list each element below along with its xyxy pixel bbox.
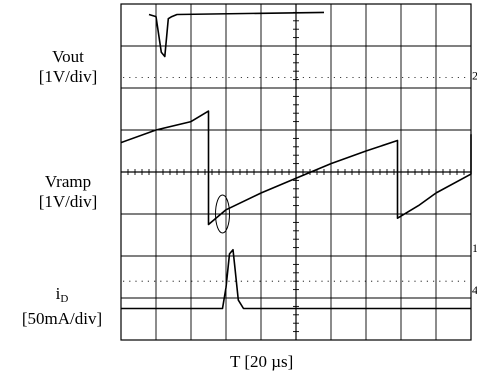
channel-marker-2: 2 bbox=[472, 69, 477, 83]
channel-marker-1: 1 bbox=[472, 241, 477, 255]
id-trace bbox=[121, 248, 471, 310]
vramp-label-name: Vramp bbox=[44, 172, 92, 191]
highlight-ellipse bbox=[215, 194, 230, 234]
id-label: iD [50mA/div] bbox=[6, 284, 118, 329]
id-label-name: iD bbox=[6, 284, 118, 309]
graticule bbox=[120, 3, 472, 341]
vout-label: Vout [1V/div] bbox=[18, 47, 118, 87]
vout-label-name: Vout bbox=[52, 47, 84, 66]
id-label-subscript: D bbox=[60, 293, 69, 305]
id-label-scale: [50mA/div] bbox=[21, 309, 103, 328]
channel-marker-4: 4 bbox=[472, 283, 477, 297]
id-label-symbol: i bbox=[55, 284, 61, 303]
vramp-label: Vramp [1V/div] bbox=[18, 172, 118, 212]
vout-label-scale: [1V/div] bbox=[38, 67, 98, 86]
vout-trace bbox=[148, 11, 325, 58]
channel-markers: 2 1 4 bbox=[472, 69, 477, 297]
traces bbox=[120, 11, 472, 310]
vramp-trace bbox=[120, 110, 472, 226]
x-axis-label: T [20 µs] bbox=[230, 352, 294, 371]
vramp-label-scale: [1V/div] bbox=[38, 192, 98, 211]
